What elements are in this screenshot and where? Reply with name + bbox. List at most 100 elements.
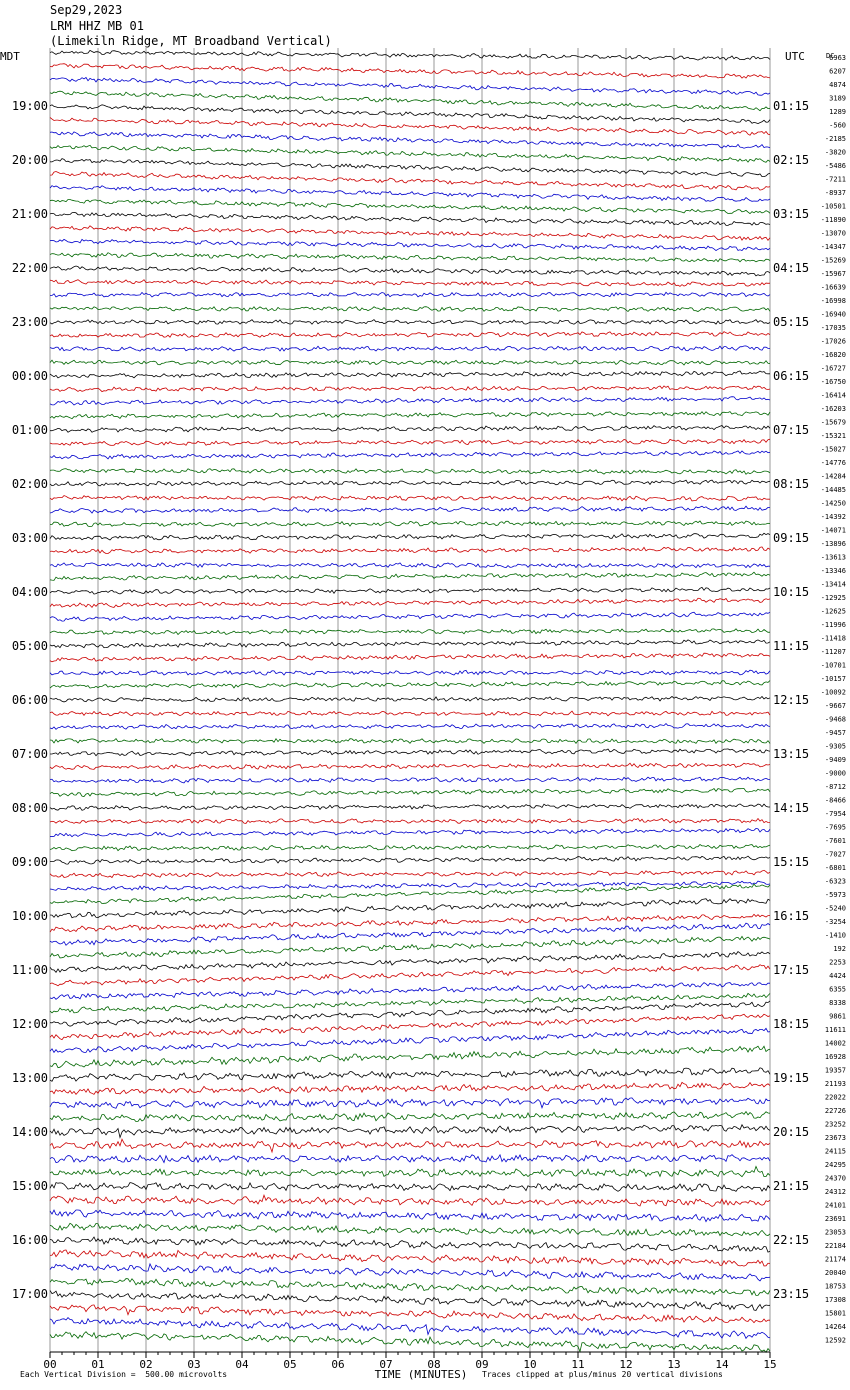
trace-offset-label: -11207 bbox=[821, 648, 846, 656]
right-hour-label: 11:15 bbox=[773, 639, 809, 653]
seismic-trace bbox=[49, 225, 771, 241]
trace-offset-label: -13896 bbox=[821, 540, 846, 548]
trace-offset-label: 12592 bbox=[825, 1337, 846, 1345]
scale-note: Each Vertical Division = 500.00 microvol… bbox=[20, 1370, 228, 1379]
trace-offset-label: 24295 bbox=[825, 1161, 846, 1169]
seismic-trace bbox=[49, 855, 771, 865]
x-tick-label: 01 bbox=[91, 1358, 104, 1371]
seismic-trace bbox=[49, 898, 771, 919]
station-label: LRM HHZ MB 01 bbox=[50, 19, 144, 33]
seismic-trace bbox=[49, 571, 771, 581]
seismic-trace bbox=[49, 1067, 771, 1082]
seismic-trace bbox=[49, 1027, 771, 1054]
seismic-trace bbox=[50, 748, 771, 757]
x-axis-label: TIME (MINUTES) bbox=[375, 1368, 468, 1381]
offset-labels: 6963 6207 4874 3189 1289 -560 -2185 -3820 -5486 -… bbox=[821, 52, 846, 1345]
trace-offset-label: -13414 bbox=[821, 581, 846, 589]
seismic-trace bbox=[49, 817, 771, 825]
trace-offset-label: -16727 bbox=[821, 365, 846, 373]
trace-offset-label: -7695 bbox=[825, 824, 846, 832]
left-hour-label: 16:00 bbox=[12, 1233, 48, 1247]
trace-offset-label: -15027 bbox=[821, 446, 846, 454]
trace-offset-label: -7601 bbox=[825, 837, 846, 845]
seismic-trace bbox=[49, 279, 771, 287]
seismic-trace bbox=[49, 880, 771, 891]
trace-offset-label: 24101 bbox=[825, 1202, 846, 1210]
left-hour-label: 09:00 bbox=[12, 855, 48, 869]
seismic-trace bbox=[49, 479, 771, 487]
x-tick-label: 04 bbox=[235, 1358, 249, 1371]
trace-offset-label: 3189 bbox=[829, 95, 846, 103]
seismic-trace bbox=[49, 185, 771, 202]
seismic-trace bbox=[49, 992, 771, 1014]
seismic-trace bbox=[49, 652, 771, 663]
trace-offset-label: 17308 bbox=[825, 1296, 846, 1304]
trace-offset-label: -9468 bbox=[825, 716, 846, 724]
right-hour-label: 21:15 bbox=[773, 1179, 809, 1193]
seismic-trace bbox=[49, 737, 771, 744]
trace-offset-label: -16998 bbox=[821, 297, 846, 305]
trace-offset-label: 9861 bbox=[829, 1013, 846, 1021]
right-hour-label: 19:15 bbox=[773, 1071, 809, 1085]
trace-offset-label: -16203 bbox=[821, 405, 846, 413]
trace-offset-label: -8937 bbox=[825, 189, 846, 197]
seismic-trace bbox=[49, 306, 771, 313]
seismic-trace bbox=[49, 252, 771, 263]
trace-offset-label: -13070 bbox=[821, 230, 846, 238]
seismic-trace bbox=[49, 1123, 771, 1139]
trace-offset-label: 15801 bbox=[825, 1310, 846, 1318]
left-hour-label: 11:00 bbox=[12, 963, 48, 977]
trace-offset-label: -6323 bbox=[825, 878, 846, 886]
seismic-trace bbox=[49, 883, 771, 905]
right-hour-label: 16:15 bbox=[773, 909, 809, 923]
seismic-trace bbox=[49, 1165, 771, 1178]
right-hour-label: 13:15 bbox=[773, 747, 809, 761]
seismic-trace bbox=[49, 611, 771, 622]
trace-offset-label: -9000 bbox=[825, 770, 846, 778]
trace-offset-label: 22726 bbox=[825, 1107, 846, 1115]
right-hour-label: 20:15 bbox=[773, 1125, 809, 1139]
left-hour-label: 15:00 bbox=[12, 1179, 48, 1193]
seismic-trace bbox=[49, 1331, 771, 1353]
trace-offset-label: -14392 bbox=[821, 513, 846, 521]
dc-label: DC bbox=[826, 52, 834, 60]
trace-offset-label: 24115 bbox=[825, 1148, 846, 1156]
trace-offset-label: 22184 bbox=[825, 1242, 846, 1250]
seismic-trace bbox=[49, 1317, 771, 1340]
seismic-trace bbox=[49, 265, 771, 277]
trace-offset-label: 21193 bbox=[825, 1080, 846, 1088]
seismic-trace bbox=[49, 359, 771, 366]
trace-offset-label: 1289 bbox=[829, 108, 846, 116]
seismic-trace bbox=[49, 49, 771, 61]
x-tick-label: 15 bbox=[763, 1358, 776, 1371]
trace-offset-label: 24312 bbox=[825, 1188, 846, 1196]
trace-offset-label: -12925 bbox=[821, 594, 846, 602]
right-time-labels: 01:15 02:15 03:15 04:15 05:15 06:15 07:15 08:15… bbox=[773, 50, 809, 1301]
left-axis-title: MDT bbox=[0, 50, 20, 63]
right-hour-label: 05:15 bbox=[773, 315, 809, 329]
seismic-trace bbox=[50, 291, 771, 298]
left-hour-label: 03:00 bbox=[12, 531, 48, 545]
trace-offset-label: -16750 bbox=[821, 378, 846, 386]
seismic-trace bbox=[49, 345, 770, 352]
seismic-trace bbox=[49, 1182, 771, 1192]
trace-offset-label: -13346 bbox=[821, 567, 846, 575]
seismic-trace bbox=[49, 762, 771, 770]
left-hour-label: 08:00 bbox=[12, 801, 48, 815]
seismic-trace bbox=[49, 1013, 771, 1041]
trace-offset-label: -13613 bbox=[821, 554, 846, 562]
right-hour-label: 15:15 bbox=[773, 855, 809, 869]
trace-offset-label: -16820 bbox=[821, 351, 846, 359]
seismic-trace bbox=[49, 1290, 771, 1311]
seismic-trace bbox=[49, 1110, 771, 1123]
seismic-trace bbox=[50, 520, 771, 528]
right-hour-label: 01:15 bbox=[773, 99, 809, 113]
seismic-trace bbox=[49, 1278, 771, 1296]
x-axis: 00 01 02 03 04 05 06 07 08 09 10 11 12 13 14 15 TIME (MI… bbox=[43, 1351, 777, 1381]
trace-offset-label: -8466 bbox=[825, 797, 846, 805]
trace-offset-label: 4874 bbox=[829, 81, 846, 89]
trace-offset-label: -9409 bbox=[825, 756, 846, 764]
x-tick-label: 06 bbox=[331, 1358, 344, 1371]
x-tick-label: 07 bbox=[379, 1358, 392, 1371]
left-hour-label: 19:00 bbox=[12, 99, 48, 113]
